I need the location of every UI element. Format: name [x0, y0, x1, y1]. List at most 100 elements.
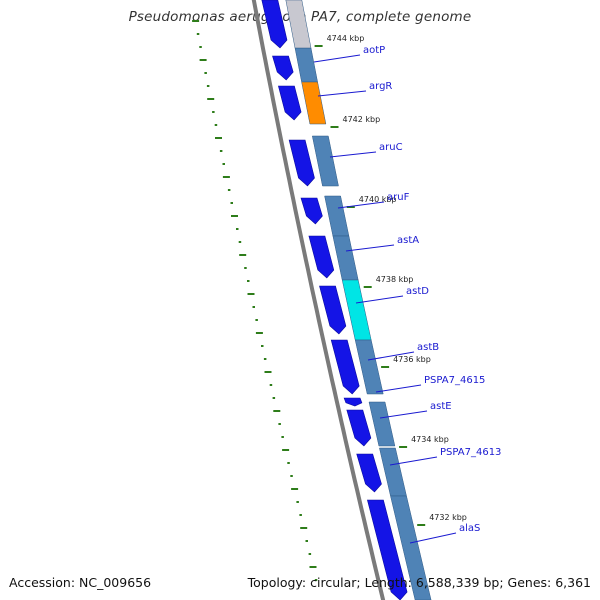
cds-arrow [330, 339, 360, 395]
gene-label-PSPA7_4615: PSPA7_4615 [424, 375, 485, 386]
tick-track: 4744 kbp 4742 kbp 4740 kbp 4738 kbp 4736 kbp… [314, 34, 467, 526]
gene-label-alaS: alaS [459, 523, 480, 534]
gc-skew-mark [215, 137, 222, 139]
backbone-line [251, 0, 386, 600]
gc-skew-mark [196, 33, 200, 35]
gc-skew-mark [239, 254, 247, 256]
cds-arrow [300, 197, 323, 225]
gc-skew-mark [314, 579, 318, 581]
gc-skew-mark [247, 293, 255, 295]
tick-mark [330, 126, 339, 128]
gc-skew-mark [238, 241, 242, 243]
gc-skew-mark [207, 98, 215, 100]
gc-skew-mark [305, 540, 308, 542]
gene-label-leader [329, 151, 377, 158]
gc-skew-mark [300, 527, 308, 529]
gc-skew-mark [264, 371, 272, 373]
cds-arrow [288, 139, 315, 187]
gc-skew-mark [261, 345, 264, 347]
gene-label-aruC: aruC [379, 142, 403, 153]
gene-block-PSPA7_4613 [390, 495, 432, 600]
tick-mark [399, 446, 408, 448]
tick-mark [363, 286, 372, 288]
tick-mark [381, 366, 390, 368]
gc-skew-mark [272, 397, 276, 399]
cds-arrow [367, 499, 408, 600]
gc-skew-mark [255, 332, 263, 334]
gc-skew-mark [222, 163, 225, 165]
gene-block-aruC [311, 135, 339, 187]
gc-skew-mark [199, 46, 202, 48]
gene-label-aotP: aotP [363, 45, 385, 56]
tick-mark [346, 206, 355, 208]
gc-skew-track [192, 2, 318, 581]
gene-label-argR: argR [369, 81, 392, 92]
gene-block-PSPA7_4615 [368, 401, 396, 447]
gc-skew-mark [287, 462, 290, 464]
genome-backbone [251, 0, 386, 600]
gc-skew-mark [255, 319, 258, 321]
gene-label-astA: astA [397, 235, 419, 246]
cds-arrow [343, 397, 363, 407]
gc-skew-mark [278, 423, 281, 425]
cds-arrow [272, 55, 294, 81]
genome-summary-text: Topology: circular; Length: 6,588,339 bp… [247, 575, 591, 590]
gc-skew-mark [192, 20, 200, 22]
cds-arrow [261, 0, 288, 49]
tick-mark [417, 524, 426, 526]
tick-label: 4744 kbp [327, 34, 365, 43]
gene-block-argR [301, 81, 327, 125]
gc-skew-mark [299, 514, 302, 516]
gc-skew-mark [252, 306, 255, 308]
gc-skew-mark [230, 202, 233, 204]
gene-label-astE: astE [430, 401, 452, 412]
gene-label-leader [355, 295, 404, 304]
gene-block-astE [379, 447, 407, 497]
gc-skew-mark [231, 215, 238, 217]
tick-mark [314, 45, 323, 47]
gene-block-aotP [294, 47, 318, 83]
accession-text: Accession: NC_009656 [9, 575, 152, 590]
gc-skew-mark [309, 566, 317, 568]
gene-label-leader [317, 90, 367, 97]
gc-skew-mark [269, 384, 273, 386]
gene-block-astD [341, 279, 372, 341]
gc-skew-mark [273, 410, 281, 412]
cds-arrow [278, 85, 302, 121]
gc-skew-mark [290, 475, 293, 477]
gene-label-track: aotP argR aruC aruF astA astD astB PSPA7_4615as… [313, 45, 501, 544]
gc-skew-mark [308, 553, 312, 555]
cds-arrow [346, 409, 372, 447]
gene-label-aruF: aruF [387, 192, 410, 203]
tick-label: 4736 kbp [393, 355, 431, 364]
gene-label-leader [409, 532, 457, 544]
cds-track [261, 0, 408, 600]
gene-block-aruF [324, 195, 350, 237]
tick-label: 4740 kbp [359, 195, 397, 204]
gc-skew-mark [291, 488, 299, 490]
gc-skew-mark [247, 280, 250, 282]
tick-label: 4734 kbp [411, 435, 449, 444]
gc-skew-mark [212, 111, 215, 113]
gene-label-leader [313, 54, 361, 63]
gene-label-leader [337, 201, 385, 209]
gene-label-astB: astB [417, 342, 439, 353]
gc-skew-mark [219, 150, 223, 152]
gene-block [285, 0, 312, 49]
gene-label-leader [379, 410, 428, 419]
gc-skew-mark [282, 449, 290, 451]
cds-arrow [356, 453, 382, 493]
gc-skew-mark [204, 72, 207, 74]
gene-label-PSPA7_4613: PSPA7_4613 [440, 447, 501, 458]
gc-skew-mark [199, 59, 207, 61]
tick-label: 4738 kbp [376, 275, 414, 284]
gc-skew-mark [281, 436, 284, 438]
gene-label-leader [367, 351, 415, 361]
gc-skew-mark [214, 124, 218, 126]
gene-block-astA [332, 235, 359, 281]
gene-track [285, 0, 432, 600]
cds-arrow [308, 235, 335, 279]
gc-skew-mark [296, 501, 299, 503]
tick-label: 4732 kbp [429, 513, 467, 522]
